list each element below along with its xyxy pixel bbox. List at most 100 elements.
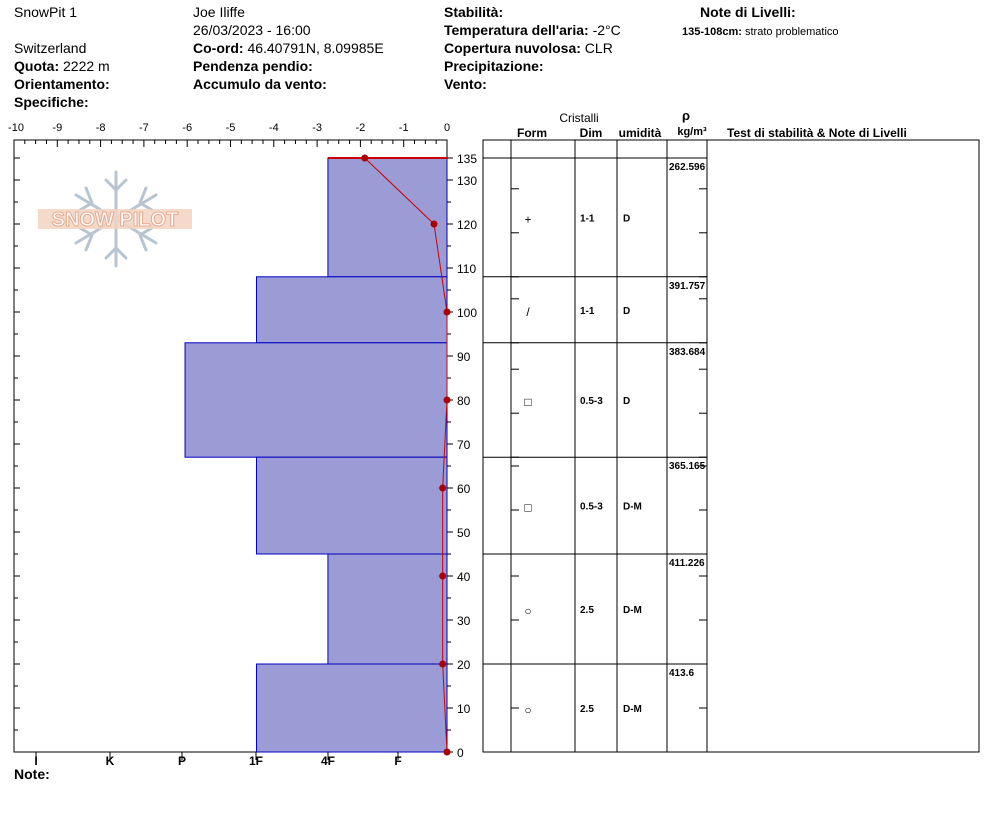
air-temperature: Temperatura dell'aria: -2°C xyxy=(444,22,621,38)
cloud-cover: Copertura nuvolosa: CLR xyxy=(444,40,613,56)
grain-size: 1-1 xyxy=(580,213,595,224)
temperature-line xyxy=(364,157,448,753)
hardness-tick-label: F xyxy=(394,754,401,768)
specifics-label: Specifiche: xyxy=(14,94,89,110)
layer-note: 135-108cm: strato problematico xyxy=(682,24,839,40)
air-temp-label: Temperatura dell'aria: xyxy=(444,22,589,38)
country: Switzerland xyxy=(14,40,87,56)
hardness-tick-label: K xyxy=(106,754,115,768)
depth-tick-label: 30 xyxy=(457,614,471,628)
hardness-bar xyxy=(184,342,448,458)
moisture-value: D xyxy=(623,306,630,317)
grain-size: 2.5 xyxy=(580,605,594,616)
tests-header: Test di stabilità & Note di Livelli xyxy=(727,126,907,140)
grain-size: 1-1 xyxy=(580,306,595,317)
crystals-header: Cristalli xyxy=(559,111,598,125)
hardness-plot: -10 -9 -8 -7 -6 -5 -4 -3 -2 -1 0 01020304050607080… xyxy=(8,122,477,768)
depth-tick-label: 0 xyxy=(457,746,464,760)
temp-tick-label: -6 xyxy=(182,122,192,134)
cloud-value: CLR xyxy=(584,40,613,56)
grain-form-symbol: / xyxy=(526,305,530,319)
temperature-point xyxy=(430,220,438,228)
depth-tick-label: 20 xyxy=(457,658,471,672)
moisture-value: D-M xyxy=(623,605,642,616)
depth-tick-label: 100 xyxy=(457,306,477,320)
pit-name: SnowPit 1 xyxy=(14,4,78,20)
depth-tick-label: 80 xyxy=(457,394,471,408)
grain-form-symbol: □ xyxy=(524,501,531,515)
temp-tick-label: -2 xyxy=(356,122,366,134)
dim-header: Dim xyxy=(580,126,603,140)
density-value: 365.165 xyxy=(669,461,706,472)
depth-tick-label: 50 xyxy=(457,526,471,540)
grain-size: 0.5-3 xyxy=(580,396,603,407)
temperature-point xyxy=(361,154,369,162)
snowpilot-logo: SNOW PILOT xyxy=(38,170,192,268)
density-value: 413.6 xyxy=(669,668,694,679)
depth-tick-label: 130 xyxy=(457,174,477,188)
hardness-bar xyxy=(255,663,448,753)
depth-tick-label: 120 xyxy=(457,218,477,232)
hardness-tick-label: 4F xyxy=(321,754,335,768)
density-value: 383.684 xyxy=(669,347,706,358)
hardness-tick-label: P xyxy=(178,754,186,768)
density-value: 262.596 xyxy=(669,162,706,173)
layer-note-range: 135-108cm: xyxy=(682,26,742,38)
hardness-axis: I K P 1F 4F F xyxy=(34,752,402,768)
precipitation-label: Precipitazione: xyxy=(444,58,544,74)
coordinates: Co-ord: 46.40791N, 8.09985E xyxy=(193,40,384,56)
hardness-layers xyxy=(184,157,448,753)
stability-label: Stabilità: xyxy=(444,4,504,20)
grain-size: 2.5 xyxy=(580,704,594,715)
temperature-point xyxy=(443,308,451,316)
grain-form-symbol: ○ xyxy=(524,604,531,618)
temp-tick-label: -9 xyxy=(52,122,62,134)
grain-form-symbol: □ xyxy=(524,395,531,409)
wind-loading-label: Accumulo da vento: xyxy=(193,76,327,92)
form-header: Form xyxy=(517,126,547,140)
aspect-label: Orientamento: xyxy=(14,76,110,92)
depth-tick-label: 10 xyxy=(457,702,471,716)
table-frame xyxy=(482,139,980,753)
moisture-value: D xyxy=(623,396,630,407)
slope-label: Pendenza pendio: xyxy=(193,58,313,74)
temperature-point xyxy=(443,748,451,756)
elevation: Quota: 2222 m xyxy=(14,58,110,74)
logo-text: SNOW PILOT xyxy=(52,209,179,231)
observation-datetime: 26/03/2023 - 16:00 xyxy=(193,22,311,38)
temp-tick-label: -4 xyxy=(269,122,279,134)
hardness-bar xyxy=(327,157,448,278)
depth-tick-label: 135 xyxy=(457,152,477,166)
moisture-value: D-M xyxy=(623,502,642,513)
hardness-bar xyxy=(327,553,448,665)
temperature-point xyxy=(439,660,447,668)
wind-label: Vento: xyxy=(444,76,487,92)
hardness-tick-label: 1F xyxy=(249,754,263,768)
hardness-bar xyxy=(255,276,448,344)
depth-tick-label: 70 xyxy=(457,438,471,452)
coord-label: Co-ord: xyxy=(193,40,244,56)
cloud-label: Copertura nuvolosa: xyxy=(444,40,581,56)
temperature-point xyxy=(439,484,447,492)
hardness-tick-label: I xyxy=(34,754,37,768)
depth-tick-label: 90 xyxy=(457,350,471,364)
temperature-axis: -10 -9 -8 -7 -6 -5 -4 -3 -2 -1 0 xyxy=(8,122,450,147)
temp-tick-label: -8 xyxy=(96,122,106,134)
layer-note-text: strato problematico xyxy=(745,26,839,38)
density-unit: kg/m³ xyxy=(677,126,707,138)
hardness-bar xyxy=(255,456,448,555)
elevation-label: Quota: xyxy=(14,58,60,74)
grain-form-symbol: + xyxy=(524,212,531,226)
temperature-profile xyxy=(361,154,451,756)
temperature-point xyxy=(443,396,451,404)
notes-label: Note: xyxy=(14,766,50,782)
temp-tick-label: -5 xyxy=(226,122,236,134)
coord-value: 46.40791N, 8.09985E xyxy=(247,40,384,56)
layer-notes-label: Note di Livelli: xyxy=(700,4,796,20)
temp-tick-label: -10 xyxy=(8,122,24,134)
air-temp-value: -2°C xyxy=(592,22,621,38)
moisture-value: D xyxy=(623,213,630,224)
moisture-header: umidità xyxy=(619,126,662,140)
density-value: 391.757 xyxy=(669,281,706,292)
